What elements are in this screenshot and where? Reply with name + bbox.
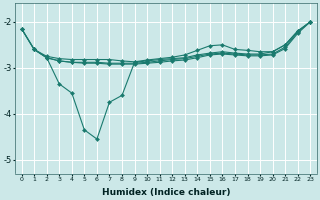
X-axis label: Humidex (Indice chaleur): Humidex (Indice chaleur)	[102, 188, 230, 197]
